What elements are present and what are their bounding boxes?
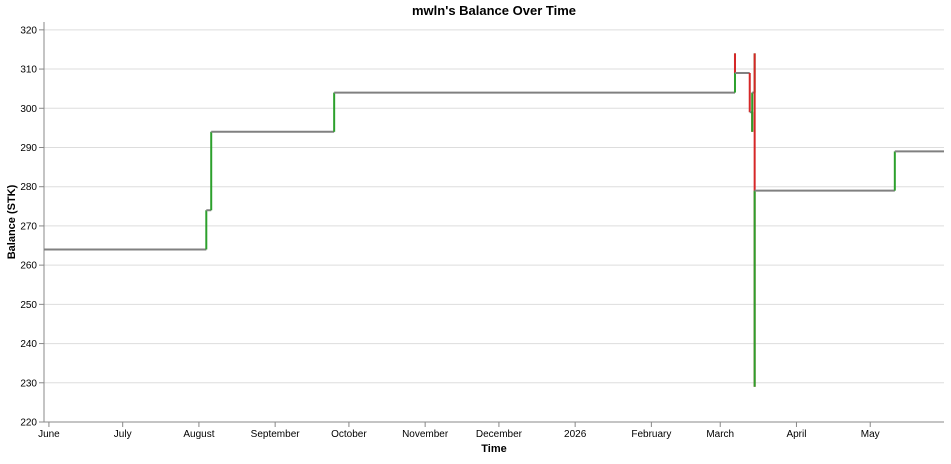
axes: 220 230 240 250 260 270 280 290 300 310 320 June Jul… — [20, 22, 944, 440]
y-tick-label: 320 — [20, 25, 37, 36]
y-tick-label: 280 — [20, 182, 37, 193]
x-axis-title: Time — [481, 443, 506, 455]
x-tick-label: July — [114, 429, 132, 440]
x-tick-label: June — [38, 429, 60, 440]
y-tick-label: 260 — [20, 261, 37, 272]
y-tick-label: 220 — [20, 418, 37, 429]
chart-title: mwln's Balance Over Time — [412, 3, 576, 18]
x-tick-label: May — [861, 429, 880, 440]
y-tick-label: 290 — [20, 143, 37, 154]
y-tick-label: 300 — [20, 104, 37, 115]
x-tick-label: December — [476, 429, 523, 440]
x-tick-label: November — [402, 429, 449, 440]
x-tick-label: August — [183, 429, 214, 440]
x-tick-label: October — [331, 429, 367, 440]
gridlines — [44, 29, 944, 423]
x-tick-label: September — [251, 429, 301, 440]
x-tick-label: March — [706, 429, 734, 440]
balance-series — [44, 53, 944, 387]
y-tick-label: 310 — [20, 65, 37, 76]
x-tick-label: February — [631, 429, 671, 440]
y-tick-label: 230 — [20, 378, 37, 389]
y-tick-label: 240 — [20, 339, 37, 350]
x-tick-label: April — [786, 429, 806, 440]
x-tick-label: 2026 — [564, 429, 587, 440]
y-tick-label: 270 — [20, 221, 37, 232]
y-tick-label: 250 — [20, 300, 37, 311]
y-axis-title: Balance (STK) — [6, 184, 18, 259]
